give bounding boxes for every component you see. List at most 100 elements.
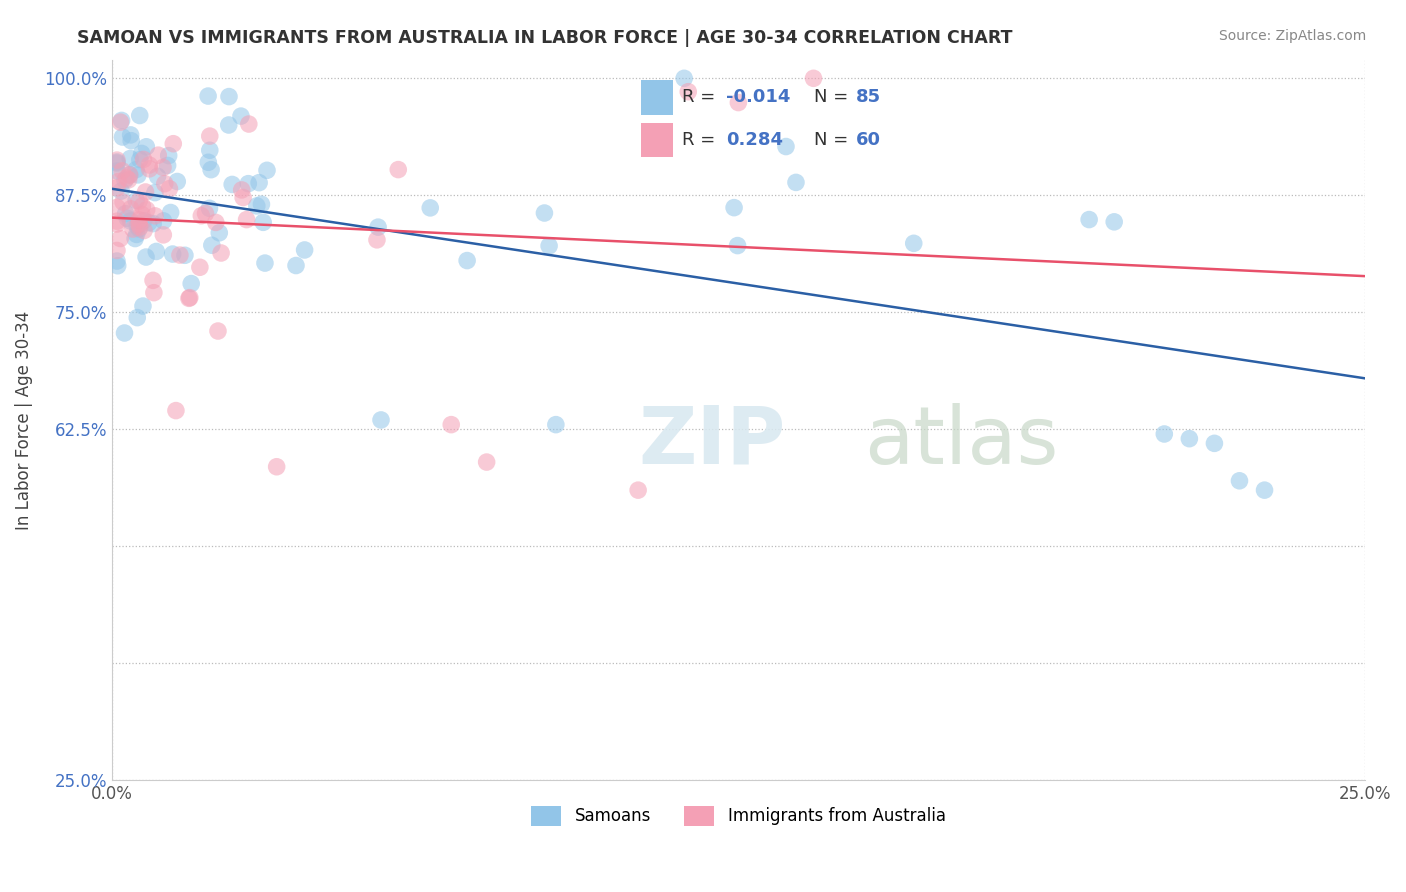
Point xyxy=(475,455,498,469)
Point xyxy=(180,277,202,291)
Point xyxy=(266,459,288,474)
Point xyxy=(127,168,149,182)
Point xyxy=(194,206,217,220)
Point xyxy=(190,209,212,223)
Point xyxy=(128,194,150,208)
Point xyxy=(159,205,181,219)
Point xyxy=(803,71,825,86)
Point xyxy=(1153,427,1175,442)
Point xyxy=(162,136,184,151)
Point xyxy=(232,190,254,204)
Point xyxy=(128,222,150,236)
Point xyxy=(253,256,276,270)
Point xyxy=(120,214,142,228)
Point xyxy=(114,206,136,220)
Point xyxy=(132,153,155,167)
Text: SAMOAN VS IMMIGRANTS FROM AUSTRALIA IN LABOR FORCE | AGE 30-34 CORRELATION CHART: SAMOAN VS IMMIGRANTS FROM AUSTRALIA IN L… xyxy=(77,29,1012,46)
Point xyxy=(177,291,200,305)
Point xyxy=(132,299,155,313)
Point xyxy=(111,164,134,178)
Point xyxy=(115,211,138,226)
Point xyxy=(533,206,555,220)
Point xyxy=(727,238,749,252)
Point xyxy=(235,212,257,227)
Point xyxy=(157,148,180,162)
Point xyxy=(120,128,142,142)
Point xyxy=(146,169,169,184)
Point xyxy=(105,164,128,178)
Point xyxy=(112,195,135,210)
Point xyxy=(131,146,153,161)
Point xyxy=(197,89,219,103)
Point xyxy=(120,202,142,216)
Point xyxy=(142,217,165,231)
Point xyxy=(166,174,188,188)
Point xyxy=(544,417,567,432)
Point xyxy=(132,223,155,237)
Point xyxy=(118,168,141,182)
Point xyxy=(723,201,745,215)
Point xyxy=(143,186,166,200)
Point xyxy=(152,227,174,242)
Point xyxy=(238,177,260,191)
Point xyxy=(209,246,232,260)
Point xyxy=(785,175,807,189)
Point xyxy=(135,202,157,217)
Point xyxy=(1229,474,1251,488)
Point xyxy=(366,233,388,247)
Point xyxy=(105,153,128,167)
Point xyxy=(125,194,148,208)
Point xyxy=(105,155,128,169)
Point xyxy=(197,155,219,169)
Point xyxy=(627,483,650,497)
Point xyxy=(142,273,165,287)
Point xyxy=(105,156,128,170)
Point xyxy=(198,143,221,157)
Point xyxy=(105,217,128,231)
Point xyxy=(1078,212,1101,227)
Point xyxy=(231,183,253,197)
Point xyxy=(107,175,129,189)
Point xyxy=(131,208,153,222)
Point xyxy=(218,118,240,132)
Point xyxy=(138,161,160,176)
Text: Source: ZipAtlas.com: Source: ZipAtlas.com xyxy=(1219,29,1367,43)
Point xyxy=(188,260,211,275)
Point xyxy=(538,239,561,253)
Point xyxy=(114,173,136,187)
Point xyxy=(198,202,221,216)
Point xyxy=(440,417,463,432)
Point xyxy=(105,181,128,195)
Point xyxy=(135,140,157,154)
Point xyxy=(678,85,700,99)
Point xyxy=(105,244,128,258)
Point xyxy=(128,212,150,227)
Point xyxy=(174,248,197,262)
Point xyxy=(159,182,181,196)
Point xyxy=(138,158,160,172)
Point xyxy=(387,162,409,177)
Point xyxy=(107,259,129,273)
Point xyxy=(1102,215,1125,229)
Point xyxy=(252,215,274,229)
Y-axis label: In Labor Force | Age 30-34: In Labor Force | Age 30-34 xyxy=(15,310,32,530)
Point xyxy=(128,109,150,123)
Point xyxy=(1204,436,1226,450)
Point xyxy=(127,219,149,233)
Point xyxy=(105,214,128,228)
Point xyxy=(238,117,260,131)
Point xyxy=(135,185,157,199)
Point xyxy=(162,247,184,261)
Point xyxy=(135,250,157,264)
Point xyxy=(148,148,170,162)
Point xyxy=(128,217,150,231)
Point xyxy=(120,152,142,166)
Text: ZIP: ZIP xyxy=(638,402,786,481)
Point xyxy=(294,243,316,257)
Point xyxy=(122,222,145,236)
Point xyxy=(105,200,128,214)
Point xyxy=(673,71,696,86)
Point xyxy=(204,215,226,229)
Point xyxy=(132,213,155,227)
Point xyxy=(115,170,138,185)
